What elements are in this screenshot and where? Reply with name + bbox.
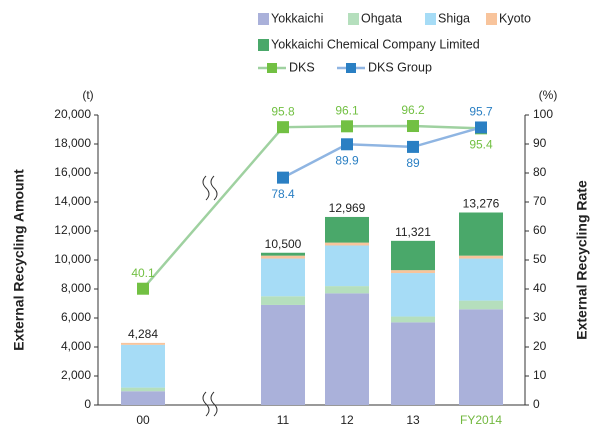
y2-tick-label: 100 — [533, 107, 553, 121]
total-label: 10,500 — [265, 237, 302, 251]
data-label: 40.1 — [131, 266, 155, 280]
bar-segment — [325, 286, 369, 294]
y2-tick-label: 20 — [533, 339, 547, 353]
bar-segment — [391, 322, 435, 405]
y2-tick-label: 80 — [533, 165, 547, 179]
bar-segment — [391, 316, 435, 323]
marker — [475, 121, 487, 134]
marker — [277, 171, 289, 184]
y2-tick-label: 60 — [533, 223, 547, 237]
break-bottom — [202, 391, 218, 417]
data-label: 89.9 — [335, 153, 359, 167]
y-tick-label: 4,000 — [61, 339, 91, 353]
data-label: 78.4 — [271, 187, 295, 201]
bar-segment — [261, 258, 305, 297]
data-label: 96.1 — [335, 103, 359, 117]
total-label: 13,276 — [463, 197, 500, 211]
legend-swatch — [425, 13, 436, 25]
legend-label: Ohgata — [361, 11, 402, 25]
break-top — [202, 175, 218, 201]
data-label: 95.4 — [469, 138, 493, 152]
data-label: 89 — [406, 156, 420, 170]
bar-segment — [261, 255, 305, 259]
marker — [277, 121, 289, 134]
bar-segment — [325, 216, 369, 243]
line — [282, 126, 482, 179]
legend-label: DKS Group — [368, 60, 432, 74]
x-tick-label: 13 — [406, 413, 420, 427]
bar-segment — [459, 309, 503, 405]
legend-swatch — [258, 39, 269, 51]
bar-segment — [459, 212, 503, 256]
total-label: 12,969 — [329, 201, 366, 215]
marker — [407, 140, 419, 153]
data-label: 96.2 — [401, 103, 425, 117]
bar-segment — [261, 296, 305, 305]
y2-tick-label: 0 — [533, 397, 540, 411]
legend-label: Yokkaichi — [271, 11, 323, 25]
bar-segment — [121, 387, 165, 392]
y2-tick-label: 90 — [533, 136, 547, 150]
bar-segment — [459, 300, 503, 310]
y-axis-title: External Recycling Amount — [11, 169, 27, 351]
y2-tick-label: 40 — [533, 281, 547, 295]
data-label: 95.7 — [469, 105, 493, 119]
bar-segment — [121, 344, 165, 388]
axis-break — [202, 175, 218, 417]
legend-label: Yokkaichi Chemical Company Limited — [271, 37, 480, 51]
legend-label: DKS — [289, 60, 315, 74]
bar-segment — [459, 258, 503, 301]
bar-segment — [391, 273, 435, 317]
legend-marker — [267, 63, 277, 73]
total-label: 11,321 — [395, 225, 431, 239]
y2-axis-title: External Recycling Rate — [574, 180, 590, 340]
y-tick-label: 10,000 — [54, 252, 91, 266]
y-tick-label: 8,000 — [61, 281, 91, 295]
bar-segment — [121, 391, 165, 405]
data-label: 95.8 — [271, 104, 295, 118]
bar-segment — [459, 255, 503, 259]
marker — [341, 138, 353, 151]
legend-swatch — [348, 13, 359, 25]
y-tick-label: 2,000 — [61, 368, 91, 382]
x-tick-label: 11 — [277, 413, 290, 427]
bar-segment — [261, 304, 305, 405]
marker — [341, 120, 353, 133]
bar-segment — [121, 342, 165, 345]
marker — [407, 120, 419, 133]
y2-tick-label: 30 — [533, 310, 547, 324]
bar-segment — [325, 242, 369, 246]
legend-label: Shiga — [438, 11, 470, 25]
x-tick-label: 00 — [136, 413, 150, 427]
bar-segment — [325, 293, 369, 405]
y-tick-label: 0 — [84, 397, 91, 411]
y2-tick-label: 70 — [533, 194, 547, 208]
x-tick-label: FY2014 — [460, 413, 502, 427]
legend-swatch — [486, 13, 497, 25]
total-label: 4,284 — [128, 327, 158, 341]
legend-marker — [346, 63, 356, 73]
y-tick-label: 16,000 — [54, 165, 91, 179]
y-unit: (t) — [82, 88, 93, 102]
y-tick-label: 20,000 — [54, 107, 91, 121]
y-tick-label: 12,000 — [54, 223, 91, 237]
y2-tick-label: 50 — [533, 252, 547, 266]
bar-segment — [391, 270, 435, 274]
marker — [137, 282, 149, 295]
bar-segment — [325, 245, 369, 287]
plot: 0 2,000 4,000 6,000 8,000 10,000 12,000 14,000 1… — [54, 11, 553, 427]
y-tick-label: 6,000 — [61, 310, 91, 324]
y2-tick-label: 10 — [533, 368, 547, 382]
bar-segment — [261, 252, 305, 256]
y-tick-label: 14,000 — [54, 194, 91, 208]
legend-swatch — [258, 13, 269, 25]
bar-segment — [391, 240, 435, 271]
y-tick-label: 18,000 — [54, 136, 91, 150]
x-tick-label: 12 — [340, 413, 354, 427]
legend-label: Kyoto — [499, 11, 531, 25]
y2-unit: (%) — [539, 88, 558, 102]
